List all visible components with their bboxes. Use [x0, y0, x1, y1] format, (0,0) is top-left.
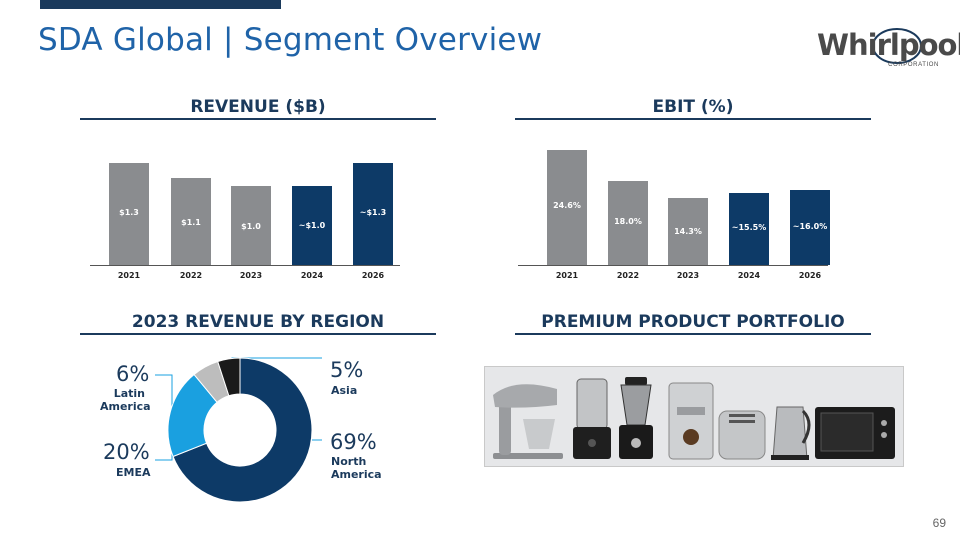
bar-2021 [109, 162, 149, 265]
x-axis-line [518, 265, 828, 266]
x-tick-2022: 2022 [179, 271, 203, 280]
revenue-title: REVENUE ($B) [190, 97, 326, 117]
portfolio-title: PREMIUM PRODUCT PORTFOLIO [541, 312, 845, 332]
toaster-icon [718, 410, 766, 460]
logo-wordmark: Whirlpool [817, 28, 960, 62]
data-label-2022: 18.0% [614, 217, 642, 226]
bar-2021 [547, 150, 587, 265]
data-label-2024: ~15.5% [731, 223, 767, 232]
bar-2023 [231, 186, 271, 265]
bar-2023 [668, 198, 708, 265]
data-label-2021: $1.3 [119, 208, 139, 217]
stand-mixer-icon [493, 384, 563, 459]
na-pct: 69% [330, 430, 377, 454]
bar-2022 [171, 178, 211, 265]
x-tick-2023: 2023 [676, 271, 700, 280]
data-label-2026: ~16.0% [792, 222, 828, 231]
x-tick-2026: 2026 [361, 271, 385, 280]
logo-corporation: CORPORATION [888, 62, 939, 68]
bar-2022 [608, 181, 648, 265]
ebit-title: EBIT (%) [652, 97, 734, 117]
bar-2024 [729, 192, 769, 265]
x-tick-2021: 2021 [117, 271, 141, 280]
x-tick-2026: 2026 [798, 271, 822, 280]
page-number: 69 [932, 516, 946, 530]
bar-2024 [292, 186, 332, 265]
data-label-2022: $1.1 [181, 218, 201, 227]
ebit-title-underline [515, 118, 871, 120]
latin-label: Latin America [100, 387, 151, 413]
asia-pct: 5% [330, 358, 364, 382]
logo-swoosh-icon [872, 28, 922, 64]
portfolio-title-underline [515, 333, 871, 335]
x-axis-line [90, 265, 400, 266]
x-tick-2021: 2021 [555, 271, 579, 280]
revenue-title-underline [80, 118, 436, 120]
kettle-icon [771, 406, 811, 460]
emea-pct: 20% [103, 440, 150, 464]
bar-2026 [353, 162, 393, 265]
data-label-2023: $1.0 [241, 222, 261, 231]
emea-connector [155, 445, 173, 461]
x-tick-2024: 2024 [737, 271, 761, 280]
region-title: 2023 REVENUE BY REGION [131, 312, 385, 332]
na-label: North America [331, 455, 382, 481]
food-processor-icon [573, 378, 611, 459]
data-label-2023: 14.3% [674, 227, 702, 236]
whirlpool-logo: Whirlpool CORPORATION [815, 22, 960, 80]
donut-slice-asia [217, 357, 241, 397]
top-accent-bar [40, 0, 281, 9]
na-label-line1: North [331, 455, 367, 468]
region-title-underline [80, 333, 436, 335]
x-tick-2022: 2022 [616, 271, 640, 280]
x-tick-2024: 2024 [300, 271, 324, 280]
blender-icon [619, 377, 653, 459]
product-lineup [493, 377, 895, 460]
bar-2026 [790, 190, 830, 265]
page-title: SDA Global | Segment Overview [38, 22, 543, 58]
data-label-2026: ~$1.3 [359, 208, 387, 217]
latin-label-line1: Latin [113, 387, 145, 400]
latin-pct: 6% [116, 362, 150, 386]
latin-label-line2: America [100, 400, 151, 413]
donut-slice-north-america [172, 357, 313, 503]
espresso-machine-icon [668, 382, 714, 460]
asia-label: Asia [331, 384, 358, 397]
na-label-line2: America [331, 468, 382, 481]
product-portfolio-image [484, 366, 904, 467]
toaster-oven-icon [815, 407, 895, 459]
data-label-2024: ~$1.0 [298, 221, 326, 230]
data-label-2021: 24.6% [553, 201, 581, 210]
x-tick-2023: 2023 [239, 271, 263, 280]
emea-label: EMEA [116, 466, 151, 479]
